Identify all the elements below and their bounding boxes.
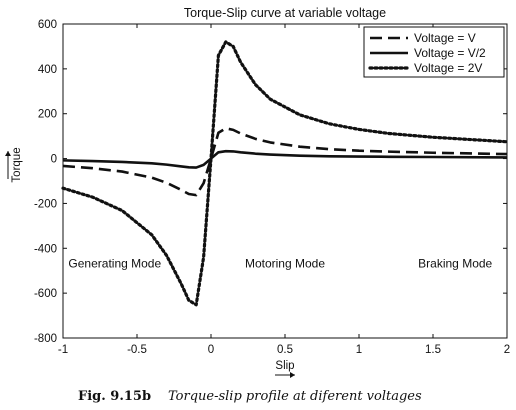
caption-label: Fig. 9.15b <box>78 389 151 404</box>
x-tick-label: 1 <box>356 344 362 356</box>
y-tick-label: -200 <box>34 198 57 210</box>
mode-annotations: Generating Mode Motoring Mode Braking Mode <box>68 256 492 270</box>
x-axis-ticks: -1 -0.5 0 0.5 1 1.5 2 <box>58 24 510 356</box>
series-line-0 <box>62 126 508 197</box>
legend-label: Voltage = V <box>414 31 476 45</box>
chart-title: Torque-Slip curve at variable voltage <box>184 6 386 20</box>
mode-label: Braking Mode <box>418 256 492 270</box>
x-tick-label: -1 <box>58 344 68 356</box>
x-tick-label: 0 <box>208 344 214 356</box>
y-tick-label: 400 <box>38 64 57 76</box>
y-tick-label: 600 <box>38 19 57 31</box>
x-tick-label: 2 <box>504 344 510 356</box>
y-tick-label: 0 <box>51 154 57 166</box>
y-tick-label: -600 <box>34 288 57 300</box>
y-axis-label-group: Torque <box>5 147 23 183</box>
y-axis-ticks: 600 400 200 0 -200 -400 -600 -800 <box>34 19 507 345</box>
x-axis-label-group: Slip <box>275 360 295 378</box>
y-tick-label: 200 <box>38 109 57 121</box>
series-line-2 <box>61 40 509 307</box>
x-tick-label: -0.5 <box>127 344 147 356</box>
caption-text: Torque-slip profile at diferent voltages <box>168 389 422 404</box>
y-tick-label: -800 <box>34 333 57 345</box>
legend-label: Voltage = V/2 <box>414 46 486 60</box>
series-lines <box>61 40 509 307</box>
legend-label: Voltage = 2V <box>414 61 482 75</box>
mode-label: Generating Mode <box>68 256 161 270</box>
x-axis-label: Slip <box>275 360 294 372</box>
x-tick-label: 0.5 <box>277 344 293 356</box>
y-axis-arrowhead-icon <box>5 151 11 156</box>
figure-caption: Fig. 9.15b Torque-slip profile at difere… <box>78 389 422 404</box>
x-tick-label: 1.5 <box>425 344 441 356</box>
mode-label: Motoring Mode <box>245 256 325 270</box>
x-axis-arrowhead-icon <box>290 372 295 378</box>
y-axis-label: Torque <box>11 147 23 182</box>
y-tick-label: -400 <box>34 243 57 255</box>
series-line-1 <box>62 149 508 169</box>
